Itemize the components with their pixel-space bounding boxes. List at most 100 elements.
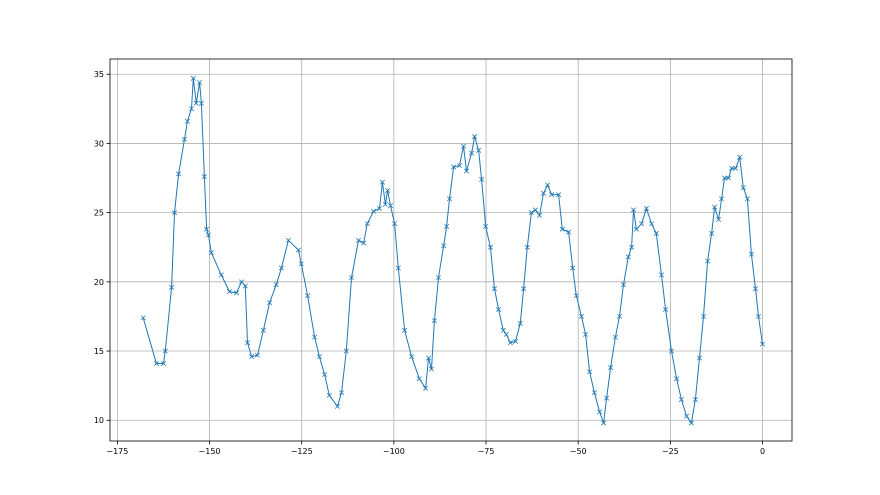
data-point-marker [528,210,534,216]
data-point-marker [696,355,702,361]
data-point-marker [621,282,627,288]
data-point-marker [705,258,711,264]
data-point-marker [496,307,502,312]
data-point-marker [153,361,159,366]
series-polyline [142,78,763,425]
y-tick-label: 35 [94,70,104,79]
data-point-marker [616,313,622,319]
data-point-marker [361,240,367,246]
data-point-marker [729,165,735,171]
data-point-marker [722,175,728,181]
data-point-marker [755,313,761,319]
x-tick-label: −150 [199,447,221,456]
data-point-marker [625,254,631,260]
x-tick-label: −75 [478,447,495,456]
data-point-marker [566,229,572,235]
data-point-marker [659,272,664,278]
data-point-marker [737,154,743,160]
data-point-marker [469,150,475,156]
data-point-marker [601,420,607,426]
data-point-marker [719,196,725,202]
data-point-marker [517,320,523,326]
data-point-marker [472,134,478,139]
data-point-marker [500,327,506,333]
data-point-marker [532,207,538,213]
data-point-marker [649,221,655,227]
data-point-marker [692,396,698,402]
data-point-marker [492,286,497,292]
y-tick-label: 15 [94,347,104,356]
data-point-marker [668,348,674,354]
data-point-marker [249,354,255,360]
data-point-marker [267,300,273,306]
data-point-marker [487,244,493,250]
data-point-marker [388,203,394,209]
x-tick-label: −125 [291,447,313,456]
data-point-marker [663,307,669,312]
data-point-marker [549,192,555,198]
data-point-marker [684,413,690,419]
data-point-marker [541,190,547,196]
data-point-marker [744,196,750,202]
data-point-marker [201,174,207,180]
data-point-marker [298,261,304,267]
y-tick-label: 30 [94,139,104,148]
data-point-marker [612,334,618,340]
data-point-marker [339,390,344,396]
y-tick-label: 10 [94,416,104,425]
data-point-marker [674,376,680,382]
data-point-marker [233,290,239,296]
x-tick-label: −100 [383,447,405,456]
data-point-marker [245,340,250,346]
data-point-marker [740,185,746,191]
data-point-marker [188,106,194,112]
data-point-marker [573,293,579,299]
data-point-marker [198,100,204,106]
y-tick-label: 20 [94,278,104,287]
data-point-marker [431,318,437,324]
x-tick-label: −25 [662,447,679,456]
data-point-marker [278,265,284,271]
data-point-marker [456,163,462,169]
data-point-marker [570,265,576,271]
data-point-marker [193,100,199,106]
data-point-marker [364,221,370,227]
data-point-marker [653,230,659,236]
data-point-marker [461,143,467,149]
data-point-marker [160,361,166,366]
data-point-marker [483,223,489,229]
data-point-marker [382,201,388,207]
data-point-marker [545,182,551,188]
data-point-marker [643,205,649,211]
data-point-marker [639,221,645,227]
data-point-marker [748,251,754,257]
data-point-marker [254,352,260,358]
data-point-marker [426,355,431,361]
data-point-marker [587,369,593,375]
data-point-marker [402,327,408,333]
data-point-marker [392,221,398,227]
data-point-marker [208,250,214,256]
data-point-marker [184,118,190,124]
data-point-marker [226,289,232,295]
data-point-marker [447,196,453,202]
data-point-marker [579,313,584,319]
data-point-marker [334,403,340,409]
data-point-marker [376,205,382,211]
data-point-marker [343,348,349,354]
data-point-marker [176,171,182,177]
data-point-marker [709,230,715,236]
data-point-marker [140,315,146,321]
data-point-marker [604,395,610,401]
data-point-marker [726,175,732,181]
data-point-marker [688,420,694,426]
data-point-marker [524,244,530,250]
data-point-marker [556,192,562,198]
y-tick-label: 25 [94,209,104,218]
data-point-marker [629,244,635,250]
data-point-marker [597,409,603,415]
data-point-marker [322,372,328,378]
data-point-marker [583,331,589,337]
data-point-marker [608,365,614,371]
